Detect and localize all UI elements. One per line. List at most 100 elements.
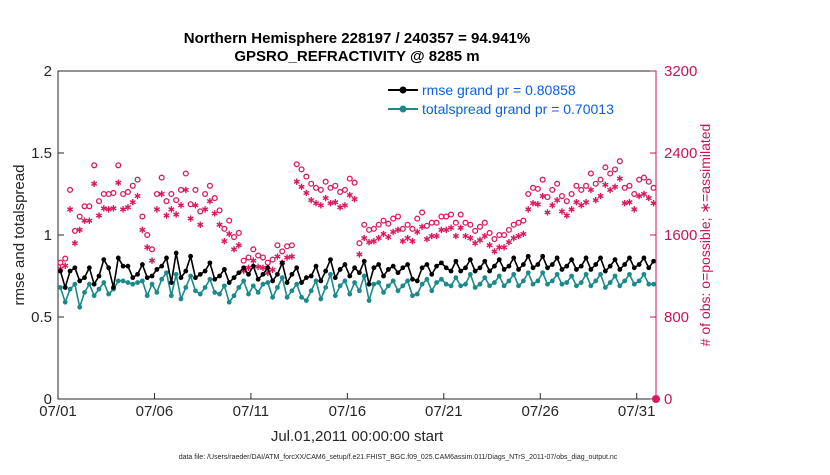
totalspread-point [202,285,208,290]
totalspread-point [313,278,319,284]
possible-obs-point [611,166,619,173]
totalspread-point [511,271,517,277]
totalspread-point [414,291,420,297]
totalspread-point [260,281,266,287]
totalspread-point [135,280,140,285]
assimilated-obs-point [100,205,107,212]
assimilated-obs-point [110,205,117,212]
possible-obs-point [636,176,643,183]
assimilated-obs-point [173,211,180,218]
totalspread-point [270,294,276,300]
totalspread-point [636,278,642,284]
possible-obs-point [351,179,358,186]
totalspread-point [371,281,377,287]
legend-box [386,80,654,118]
possible-obs-point [115,162,122,169]
rmse-point [111,285,116,290]
assimilated-obs-point [631,206,638,213]
rmse-point [159,263,165,269]
totalspread-point [323,285,329,290]
possible-obs-point [592,180,599,187]
x-axis-label: Jul.01,2011 00:00:00 start [271,428,444,445]
totalspread-point [578,280,584,285]
rmse-point [496,257,502,262]
assimilated-obs-point [245,264,252,271]
x-tick-label: 07/16 [329,403,367,420]
assimilated-obs-point [587,186,595,194]
assimilated-obs-point [573,199,580,206]
rmse-point [477,265,483,271]
possible-obs-point [602,164,609,171]
totalspread-point [144,293,150,299]
totalspread-point [477,281,483,287]
possible-obs-point [607,170,614,177]
rmse-point [607,263,613,269]
totalspread-point [602,285,608,290]
rmse-point [641,255,647,261]
possible-obs-point [645,178,652,185]
totalspread-point [284,294,290,300]
rmse-point [226,280,232,285]
possible-obs-point [520,217,527,224]
rmse-point [139,262,145,267]
right-axis-ticks: 0 800 1600 2400 3200 [650,63,697,408]
possible-obs-point [419,209,426,216]
rmse-point [332,275,338,281]
totalspread-point [385,283,391,289]
possible-obs-point [62,255,69,262]
totalspread-point [453,275,459,281]
assimilated-obs-point [607,186,614,194]
totalspread-point [226,299,232,305]
totalspread-point [467,271,473,277]
rmse-point [284,280,290,285]
rmse-point [371,265,377,271]
totalspread-point [159,276,165,282]
totalspread-point [86,281,92,287]
assimilated-obs-point [505,238,513,246]
assimilated-obs-point [115,179,122,186]
totalspread-point [443,281,449,287]
assimilated-obs-point [554,196,561,204]
assimilated-obs-point [86,217,93,224]
totalspread-point [130,281,136,287]
footer-data-file: data file: /Users/raeder/DAI/ATM_forcXX/… [179,454,618,461]
totalspread-point [506,278,512,284]
rmse-point [241,265,247,271]
rmse-point [178,275,184,281]
assimilated-obs-point [95,212,103,219]
rmse-point [303,275,309,281]
totalspread-point [612,273,618,279]
totalspread-line [59,270,654,311]
rmse-point [357,270,362,276]
possible-obs-point [457,211,464,218]
assimilated-obs-point [467,234,474,242]
rmse-point [236,270,242,276]
totalspread-point [627,271,632,277]
possible-obs-point [370,225,377,232]
totalspread-point [376,280,382,285]
rmse-point [443,265,449,271]
assimilated-obs-point [361,234,368,242]
rmse-point [289,271,295,277]
totalspread-point [516,283,521,289]
rmse-point [472,268,478,274]
possible-obs-point [303,173,310,180]
possible-obs-point [86,203,93,210]
rmse-point [559,267,565,272]
totalspread-point [236,285,242,290]
rmse-point [414,278,420,284]
assimilated-obs-point [409,237,416,245]
rmse-point [381,273,386,279]
rmse-point [197,271,203,277]
possible-obs-point [568,190,575,198]
possible-obs-point [414,215,421,222]
right-tick-label: 1600 [664,227,697,244]
possible-obs-point [221,225,228,232]
assimilated-obs-point [216,221,223,228]
rmse-point [646,265,652,271]
rmse-point [588,267,594,272]
x-tick-label: 07/11 [233,403,269,420]
assimilated-obs-point [399,237,406,245]
possible-obs-point [525,190,532,198]
totalspread-point [125,280,131,285]
